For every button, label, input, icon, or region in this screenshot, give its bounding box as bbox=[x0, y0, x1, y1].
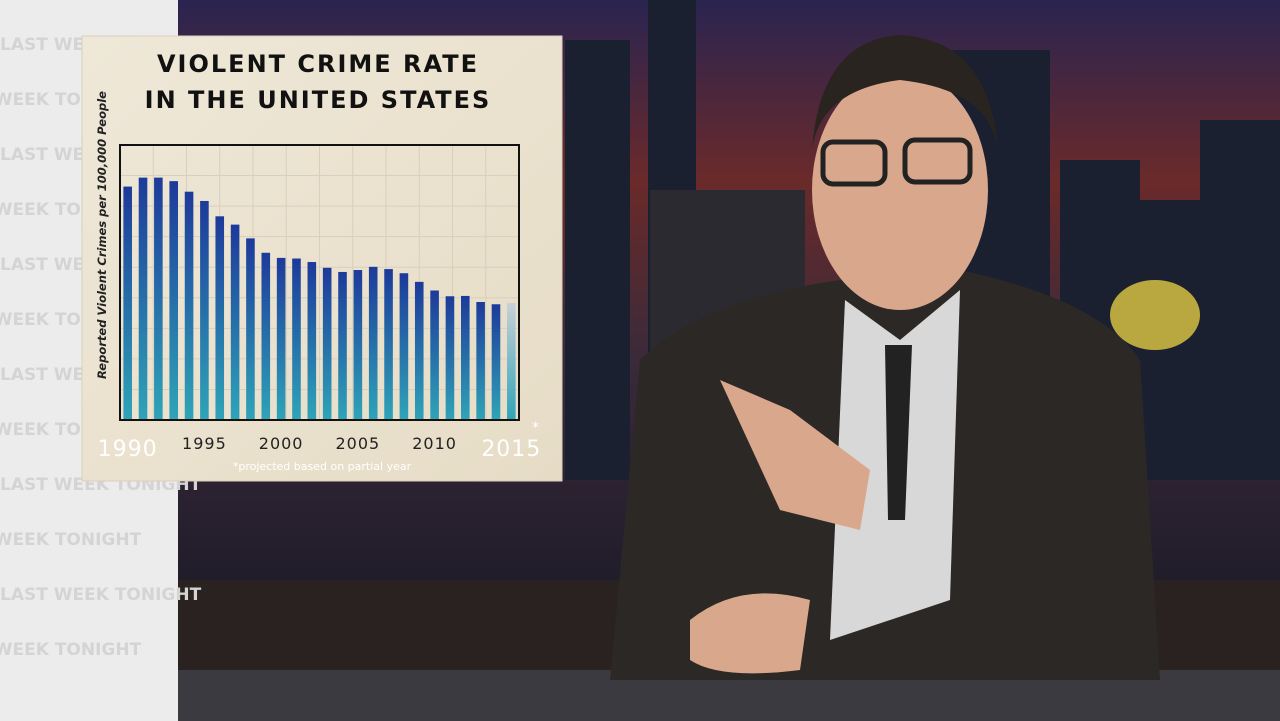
bar bbox=[384, 269, 393, 420]
bar bbox=[184, 191, 194, 420]
bar bbox=[353, 270, 363, 420]
x-tick-label: 2005 bbox=[336, 434, 381, 453]
bar bbox=[445, 296, 455, 420]
bar bbox=[476, 302, 485, 420]
bar bbox=[491, 304, 501, 420]
bar bbox=[200, 200, 209, 420]
watermark: LAST WEEK TONIGHT bbox=[0, 530, 142, 550]
bar bbox=[123, 186, 132, 420]
bar bbox=[261, 252, 271, 420]
bar bbox=[507, 302, 516, 420]
bar bbox=[430, 290, 439, 420]
bar bbox=[322, 267, 332, 420]
x-tick-label: 2015 bbox=[481, 437, 541, 462]
x-tick-label: 2010 bbox=[412, 434, 457, 453]
footnote-marker: * bbox=[532, 420, 539, 436]
bar bbox=[338, 271, 347, 420]
bar bbox=[414, 281, 424, 420]
bar bbox=[368, 266, 378, 420]
bar bbox=[230, 224, 240, 420]
plot-frame bbox=[119, 144, 520, 421]
bar bbox=[276, 257, 286, 420]
chart-title: VIOLENT CRIME RATE bbox=[157, 50, 479, 78]
x-tick-label: 1990 bbox=[98, 437, 158, 462]
bar bbox=[169, 181, 179, 420]
y-axis-label: Reported Violent Crimes per 100,000 Peop… bbox=[95, 91, 109, 379]
bar bbox=[138, 177, 148, 420]
bar bbox=[399, 273, 409, 420]
bar bbox=[215, 216, 225, 420]
x-tick-label: 1995 bbox=[182, 434, 227, 453]
bars bbox=[123, 177, 516, 420]
bar bbox=[154, 177, 163, 420]
watermark: LAST WEEK TONIGHT bbox=[0, 640, 142, 660]
bar bbox=[246, 238, 255, 420]
bar bbox=[307, 262, 317, 420]
footnote: *projected based on partial year bbox=[233, 460, 412, 473]
bar bbox=[460, 295, 470, 420]
chart-title: IN THE UNITED STATES bbox=[145, 86, 492, 114]
bar bbox=[292, 258, 301, 420]
host bbox=[610, 35, 1160, 680]
watermark: LAST WEEK TONIGHT bbox=[0, 585, 202, 605]
x-tick-label: 2000 bbox=[259, 434, 304, 453]
